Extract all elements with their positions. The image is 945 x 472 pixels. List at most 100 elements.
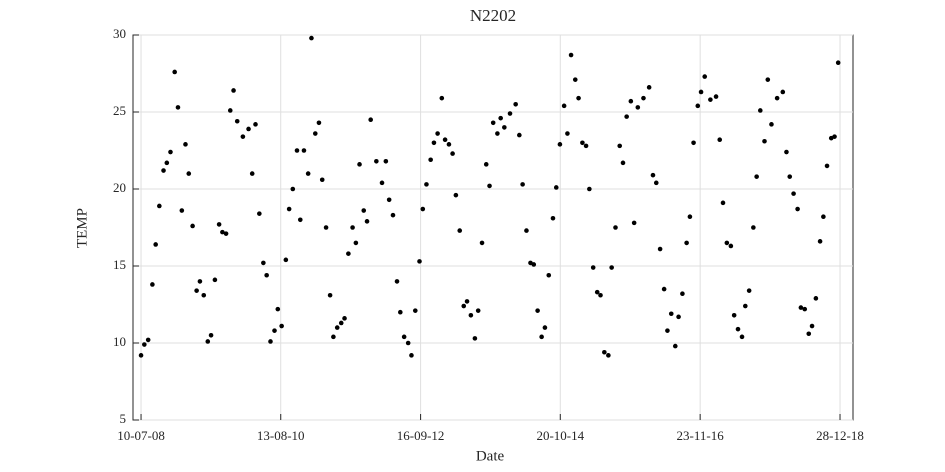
point [272,328,277,333]
point [457,228,463,233]
point [383,158,389,164]
point [312,131,318,136]
point [680,291,685,297]
point [350,225,355,230]
point [743,303,748,309]
point [795,206,800,212]
point [708,97,713,102]
point [735,326,741,332]
point [821,214,826,220]
point [208,333,214,338]
point [561,103,567,109]
point [583,143,589,149]
point [646,85,652,90]
point [327,292,333,298]
point [246,126,251,132]
point [568,52,574,58]
point [813,296,819,301]
point [401,334,407,340]
point [483,162,489,167]
point [212,277,218,283]
point [417,259,422,264]
y-tick-label: 20 [113,180,126,195]
point [405,340,411,346]
point [183,142,188,147]
point [453,192,459,198]
point [386,197,392,203]
point [672,343,678,349]
point [138,353,144,358]
point [724,240,730,246]
point [223,231,229,236]
point [565,131,570,136]
point [691,140,696,146]
y-axis-label: TEMP [74,208,90,248]
point [142,342,147,347]
point [297,217,303,223]
point [409,353,414,358]
point [472,336,478,341]
x-tick-label: 16-09-12 [397,428,445,443]
point [695,103,701,109]
point [240,134,246,139]
point [319,177,325,183]
point [168,149,173,155]
point [620,160,626,166]
point [264,272,269,278]
point [283,257,289,263]
x-tick-label: 10-07-08 [117,428,165,443]
point [606,353,611,358]
point [739,334,745,340]
point [190,223,195,229]
point [587,186,592,192]
point [398,309,403,315]
point [665,328,670,333]
point [774,95,780,101]
point [301,148,307,153]
point [431,140,437,146]
point [769,122,774,127]
point [487,183,492,189]
point [290,186,296,192]
point [668,311,674,317]
point [550,215,556,221]
point [172,69,177,75]
point [346,251,351,256]
chart-title: N2202 [470,6,516,25]
point [746,288,752,293]
point [798,305,804,310]
point [428,157,433,163]
point [275,306,281,312]
point [572,77,578,82]
point [145,337,151,343]
point [157,203,162,209]
point [507,111,513,116]
point [442,137,448,143]
point [758,108,763,113]
point [201,292,207,298]
point [253,122,258,127]
point [331,334,336,340]
point [602,349,607,355]
point [450,151,455,156]
point [220,229,225,235]
x-axis-label: Date [476,448,505,464]
point [539,334,544,340]
point [531,262,537,267]
point [379,180,385,186]
point [802,306,808,312]
point [361,208,367,213]
point [661,286,667,292]
y-tick-label: 30 [113,26,126,41]
point [553,185,559,190]
point [435,131,440,136]
point [754,174,759,179]
point [153,242,158,247]
point [150,282,155,287]
y-tick-label: 5 [120,411,127,426]
point [194,288,199,293]
point [731,312,737,318]
point [513,102,518,107]
point [832,134,837,139]
point [286,206,292,212]
